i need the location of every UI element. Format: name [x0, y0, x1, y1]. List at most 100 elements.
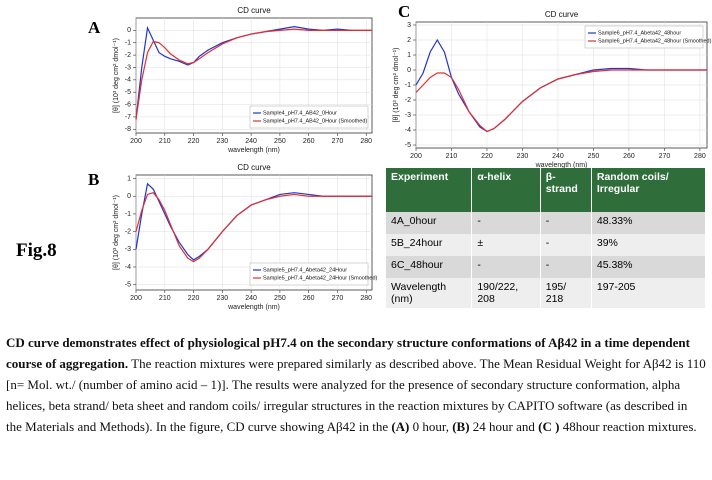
table-header-cell: α-helix: [471, 168, 541, 212]
panel-label: A: [88, 18, 101, 37]
caption-text: (A): [391, 419, 410, 434]
chart-title: CD curve: [237, 6, 271, 15]
table-cell: 48.33%: [590, 212, 705, 234]
y-tick-label: -1: [125, 40, 131, 47]
table-cell: ±: [471, 234, 541, 256]
y-tick-label: 0: [127, 27, 131, 34]
y-tick-label: 0: [407, 67, 411, 74]
x-tick-label: 240: [245, 295, 257, 302]
x-tick-label: 200: [130, 138, 142, 145]
x-tick-label: 260: [303, 295, 315, 302]
caption-text: CD curve demonstrates effect of physiolo…: [6, 335, 690, 371]
figure-label: Fig.8: [16, 240, 57, 261]
table-row: Wavelength (nm) 190/222, 208 195/ 218 197-2…: [384, 278, 705, 308]
y-tick-label: -5: [405, 142, 411, 149]
table-cell: 190/222, 208: [471, 278, 541, 308]
legend-label: Sample6_pH7.4_Abeta42_48hour (Smoothed): [598, 38, 712, 44]
x-tick-label: 270: [332, 138, 344, 145]
x-tick-label: 280: [694, 153, 706, 160]
x-tick-label: 200: [130, 295, 142, 302]
chart-title: CD curve: [237, 163, 271, 172]
y-axis-label: [θ] (10³ deg cm² dmol⁻¹): [393, 48, 400, 123]
table-cell: Wavelength (nm): [384, 278, 472, 308]
x-tick-label: 220: [188, 138, 200, 145]
table-cell: 6C_48hour: [384, 256, 472, 278]
table-cell: 4A_0hour: [384, 212, 472, 234]
y-tick-label: -1: [125, 211, 131, 218]
data-line: [415, 69, 707, 133]
x-tick-label: 280: [360, 138, 372, 145]
table-cell: -: [539, 212, 592, 234]
y-tick-label: -2: [125, 52, 131, 59]
x-tick-label: 220: [188, 295, 200, 302]
table-cell: 197-205: [590, 278, 705, 308]
y-tick-label: -3: [125, 64, 131, 71]
table-cell: 5B_24hour: [384, 234, 472, 256]
y-tick-label: -3: [125, 246, 131, 253]
table-row: 4A_0hour - -48.33%: [384, 212, 705, 234]
table-cell: 195/ 218: [539, 278, 592, 308]
results-table: Experiment α-helix β-strand Random coils/ I…: [384, 168, 705, 308]
caption-text: (B): [452, 419, 470, 434]
y-tick-label: -4: [405, 127, 411, 134]
x-tick-label: 260: [623, 153, 635, 160]
x-tick-label: 240: [245, 138, 257, 145]
x-tick-label: 200: [410, 153, 422, 160]
table-row: 6C_48hour - -45.38%: [384, 256, 705, 278]
chart-title: CD curve: [545, 10, 579, 19]
table-cell: -: [539, 256, 592, 278]
y-tick-label: -2: [405, 97, 411, 104]
y-tick-label: -6: [125, 101, 131, 108]
table-row: 5B_24hour ± -39%: [384, 234, 705, 256]
y-tick-label: -8: [125, 126, 131, 133]
legend-label: Sample4_pH7.4_AB42_0Hour (Smoothed): [263, 118, 367, 124]
y-tick-label: 1: [127, 175, 131, 182]
y-axis-label: [θ] (10³ deg cm² dmol⁻¹): [113, 38, 120, 113]
x-tick-label: 250: [588, 153, 600, 160]
table-header-cell: Experiment: [384, 168, 472, 212]
legend-label: Sample6_pH7.4_Abeta42_48hour: [598, 30, 681, 36]
legend-label: Sample4_pH7.4_AB42_0Hour: [263, 110, 337, 116]
caption-text: 48hour reaction mixtures.: [559, 419, 697, 434]
data-line: [135, 191, 372, 263]
x-tick-label: 220: [481, 153, 493, 160]
x-tick-label: 210: [159, 295, 171, 302]
y-tick-label: -4: [125, 264, 131, 271]
y-tick-label: 2: [407, 37, 411, 44]
y-tick-label: 3: [407, 22, 411, 29]
table-cell: -: [471, 212, 541, 234]
x-axis-label: wavelength (nm): [535, 162, 588, 169]
table-header-row: Experiment α-helix β-strand Random coils/ I…: [384, 168, 705, 212]
caption-text: The reaction mixtures were prepared simi…: [6, 356, 706, 434]
x-tick-label: 270: [332, 295, 344, 302]
y-tick-label: -5: [125, 89, 131, 96]
caption: CD curve demonstrates effect of physiolo…: [6, 332, 706, 437]
legend-box: [249, 262, 369, 286]
legend-box: [584, 25, 704, 49]
panel-label: B: [88, 170, 100, 189]
x-axis-label: wavelength (nm): [227, 147, 280, 154]
table-header-cell: β-strand: [539, 168, 592, 212]
y-axis-label: [θ] (10³ deg cm² dmol⁻¹): [113, 195, 120, 270]
figure-plots: 200 210 220 230 240 250 260 270 2800-1-2-3-4-5-6…: [113, 6, 712, 311]
y-tick-label: -4: [125, 77, 131, 84]
x-tick-label: 210: [446, 153, 458, 160]
x-tick-label: 230: [216, 295, 228, 302]
x-tick-label: 240: [552, 153, 564, 160]
x-tick-label: 230: [216, 138, 228, 145]
x-axis-label: wavelength (nm): [227, 304, 280, 311]
y-tick-label: 1: [407, 52, 411, 59]
table-cell: -: [539, 234, 592, 256]
x-tick-label: 210: [159, 138, 171, 145]
legend-box: [249, 105, 369, 129]
panel-label: C: [398, 2, 411, 21]
y-tick-label: -1: [405, 82, 411, 89]
table-cell: 39%: [590, 234, 705, 256]
x-tick-label: 250: [274, 138, 286, 145]
legend-label: Sample5_pH7.4_Abeta42_24Hour (Smoothed): [263, 275, 378, 281]
table-cell: -: [471, 256, 541, 278]
x-tick-label: 230: [517, 153, 529, 160]
caption-text: (C ): [538, 419, 560, 434]
y-tick-label: 0: [127, 193, 131, 200]
